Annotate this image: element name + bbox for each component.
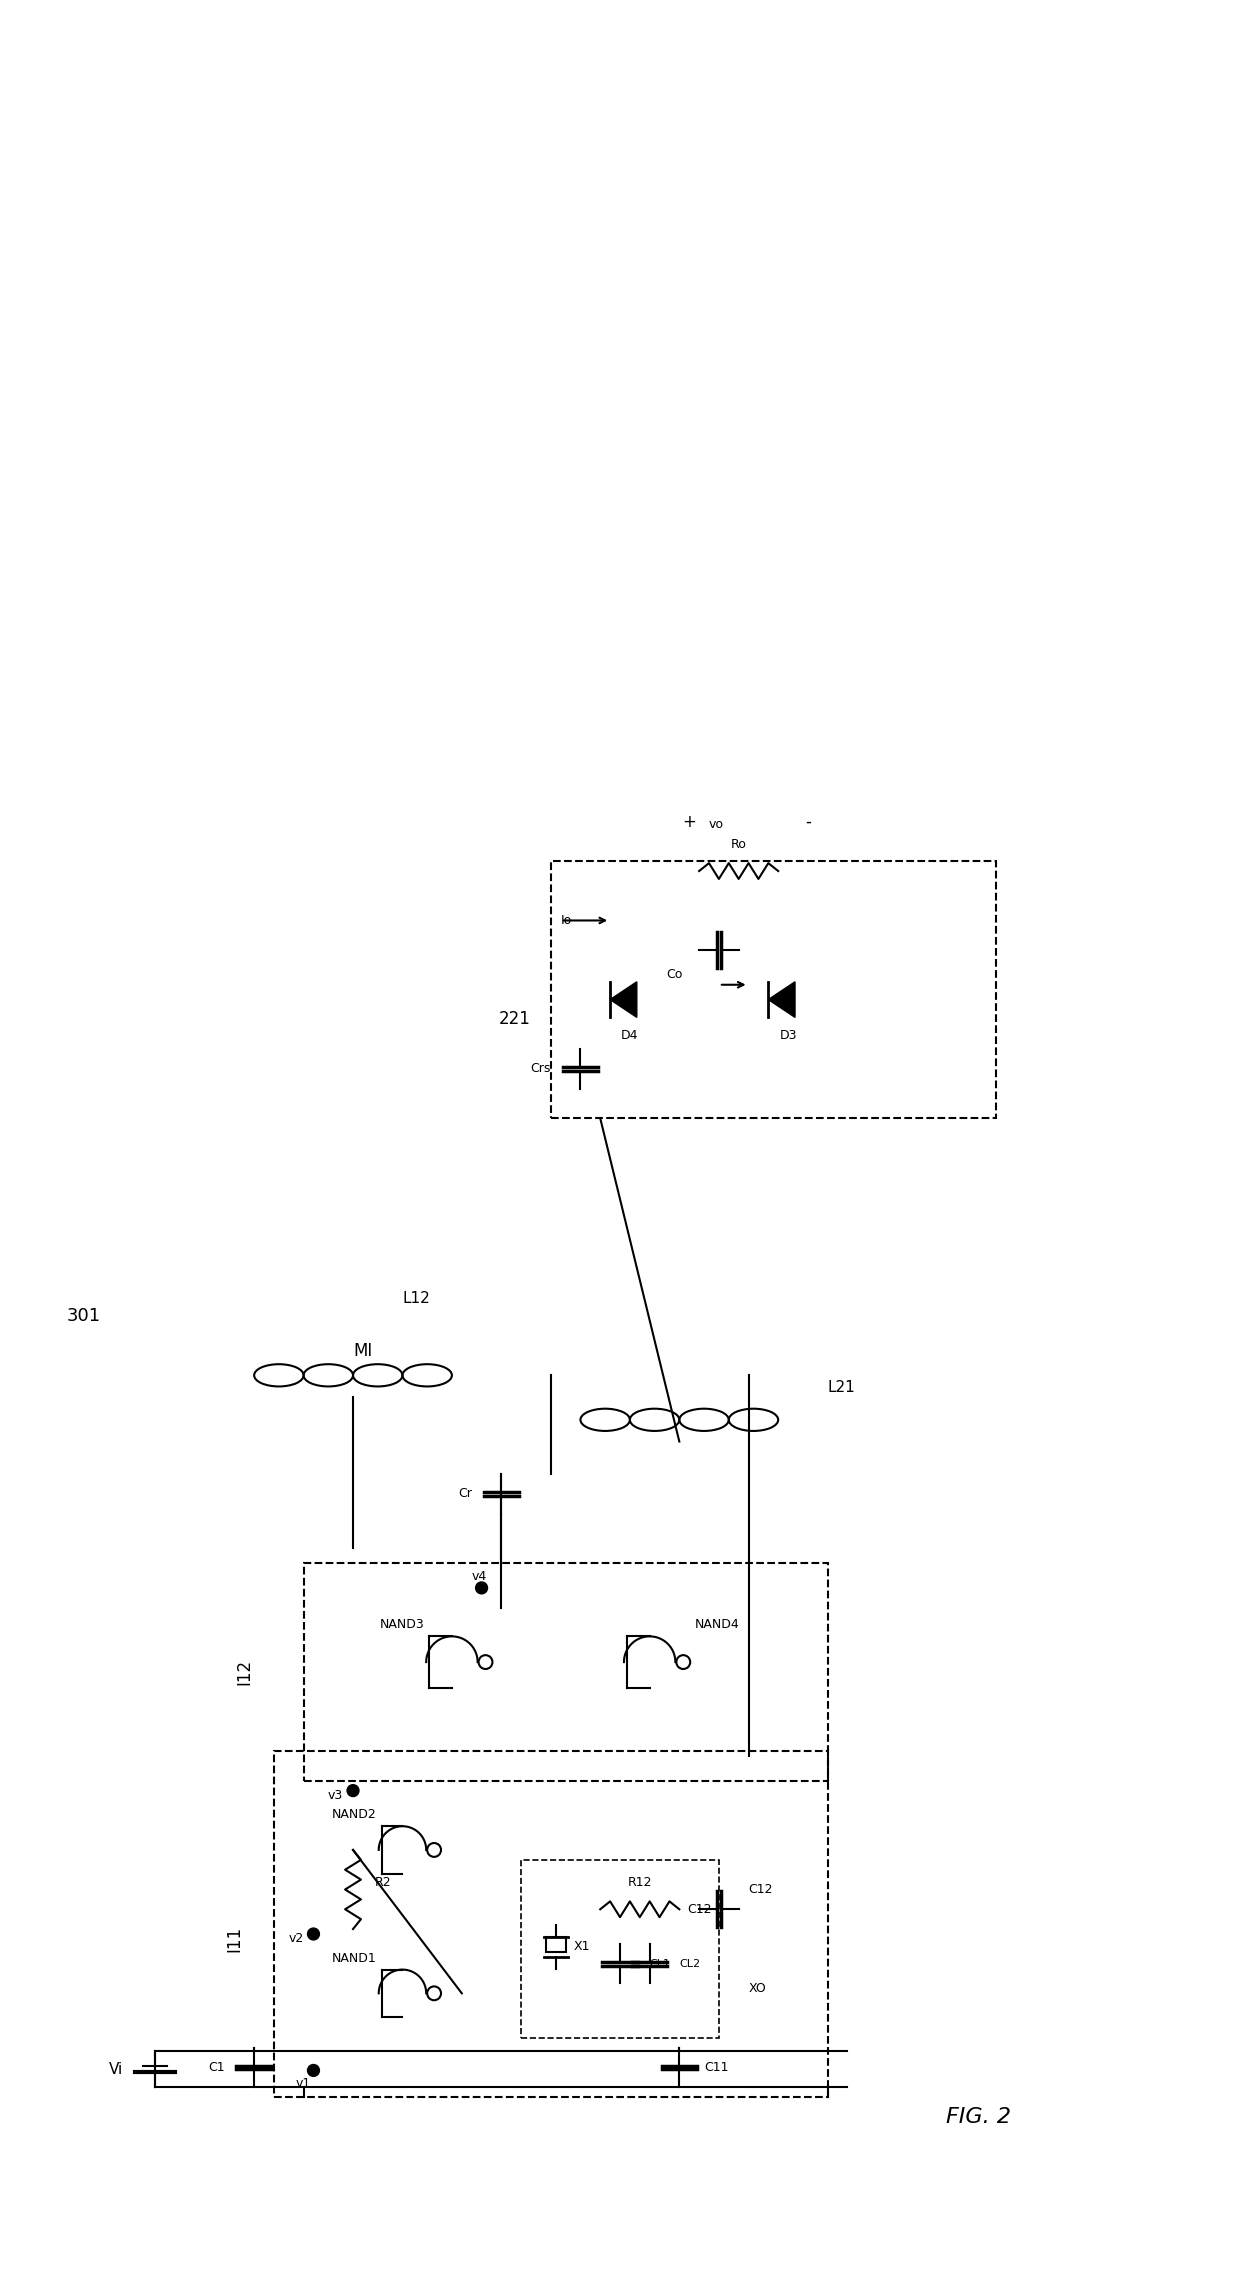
Text: CL2: CL2: [680, 1959, 701, 1968]
Text: +: +: [682, 813, 696, 831]
Text: 301: 301: [66, 1308, 100, 1326]
Text: C11: C11: [704, 2062, 729, 2073]
Text: -: -: [805, 813, 811, 831]
Text: Cr: Cr: [458, 1488, 471, 1501]
Text: NAND3: NAND3: [379, 1617, 424, 1631]
Text: v3: v3: [327, 1788, 343, 1802]
Text: C12: C12: [749, 1884, 773, 1895]
Text: C12: C12: [687, 1902, 712, 1916]
Text: NAND1: NAND1: [332, 1952, 377, 1964]
Circle shape: [347, 1784, 358, 1797]
Text: Io: Io: [560, 913, 572, 927]
Text: D4: D4: [621, 1030, 639, 1043]
Text: Vi: Vi: [109, 2062, 123, 2078]
Text: L21: L21: [827, 1380, 856, 1394]
Text: Co: Co: [666, 968, 682, 982]
Text: C1: C1: [208, 2062, 224, 2073]
Text: R2: R2: [374, 1877, 391, 1888]
Text: NAND4: NAND4: [696, 1617, 740, 1631]
Text: X1: X1: [574, 1941, 590, 1952]
Circle shape: [476, 1581, 487, 1595]
Text: vo: vo: [709, 818, 724, 831]
Text: D3: D3: [780, 1030, 797, 1043]
Text: NAND2: NAND2: [332, 1809, 377, 1822]
Text: I12: I12: [236, 1658, 253, 1686]
Text: I11: I11: [226, 1925, 243, 1952]
Text: v2: v2: [289, 1932, 304, 1945]
Text: XO: XO: [749, 1982, 766, 1996]
Text: R12: R12: [627, 1877, 652, 1888]
Text: v1: v1: [296, 2078, 311, 2091]
Text: v4: v4: [471, 1570, 487, 1583]
Circle shape: [308, 2064, 320, 2075]
Polygon shape: [769, 982, 795, 1018]
Text: L12: L12: [403, 1292, 430, 1305]
Bar: [546, 1936, 565, 1952]
Text: CL1: CL1: [650, 1959, 671, 1968]
Text: Ro: Ro: [730, 838, 746, 852]
Text: MI: MI: [353, 1342, 372, 1360]
Text: FIG. 2: FIG. 2: [946, 2107, 1012, 2128]
Circle shape: [308, 1927, 320, 1941]
Text: 221: 221: [500, 1011, 531, 1027]
Text: Crs: Crs: [531, 1062, 551, 1075]
Polygon shape: [610, 982, 637, 1018]
